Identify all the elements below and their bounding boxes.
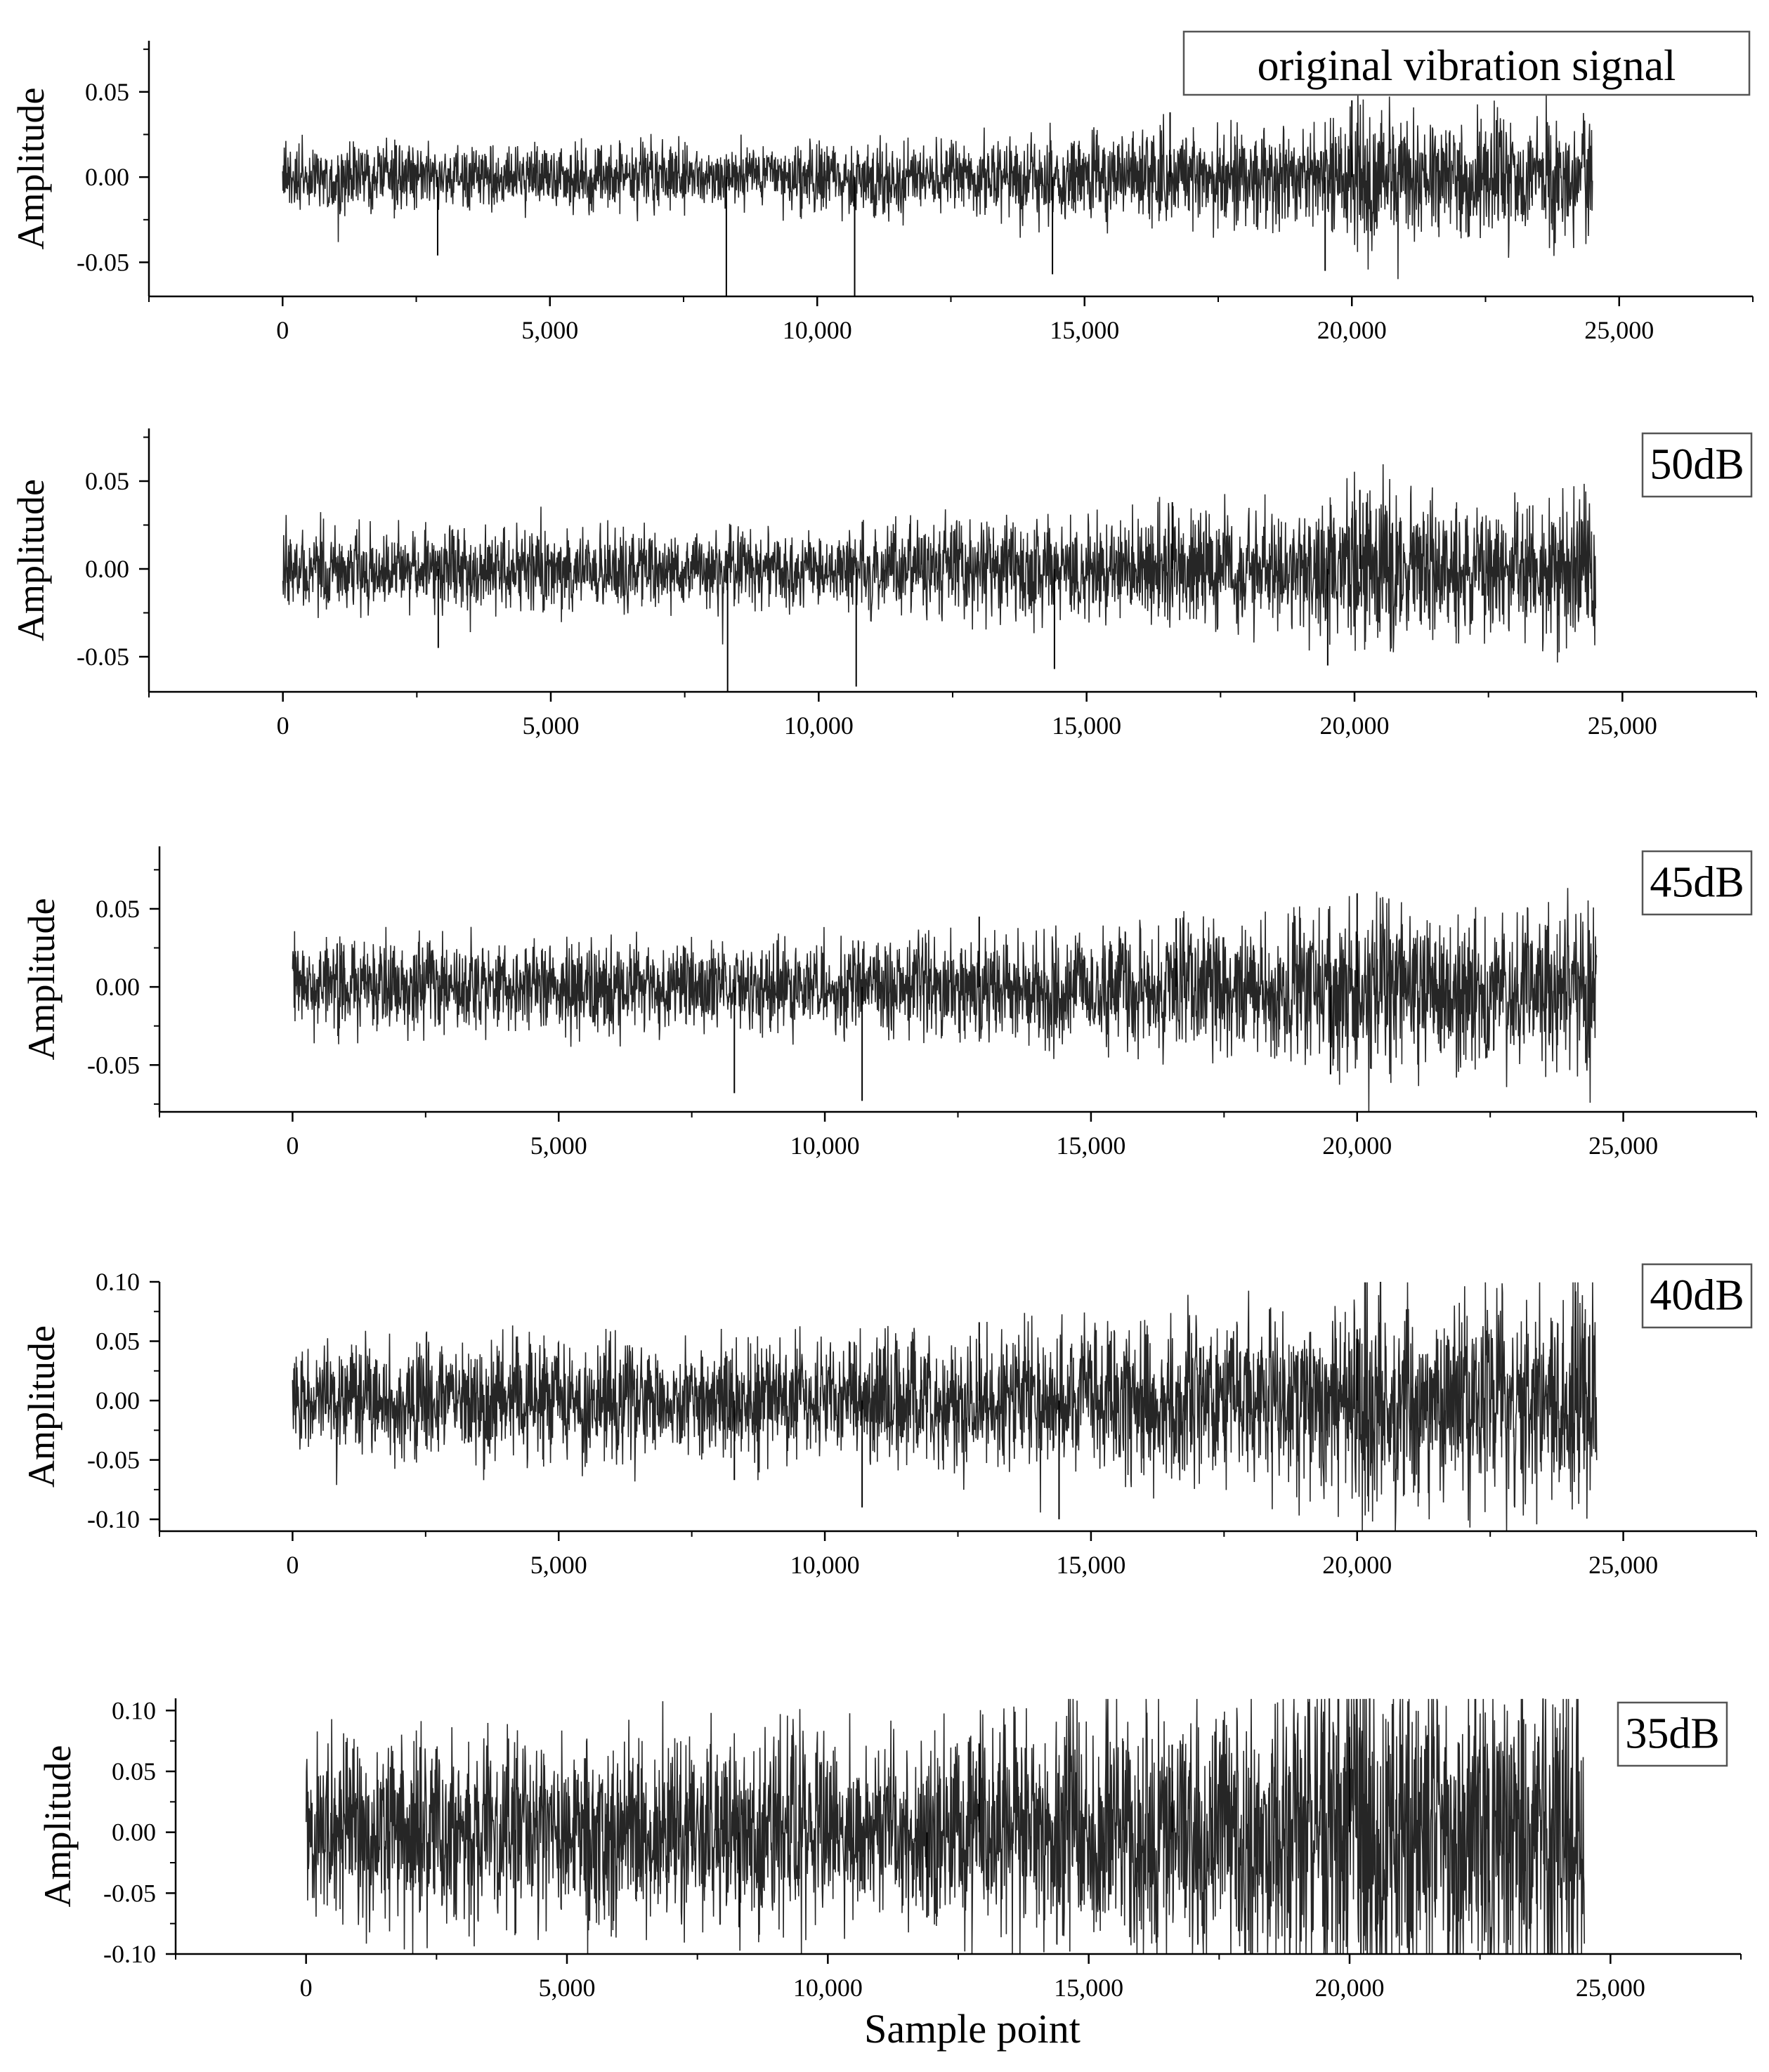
y-tick-label: 0.00 bbox=[85, 163, 129, 191]
x-tick-label: 25,000 bbox=[1584, 316, 1654, 344]
y-tick-label: 0.05 bbox=[96, 1327, 140, 1356]
x-tick-label: 10,000 bbox=[784, 712, 854, 740]
y-tick-label: -0.05 bbox=[103, 1879, 156, 1907]
signal-line bbox=[282, 88, 1593, 280]
x-tick-label: 10,000 bbox=[790, 1132, 860, 1160]
x-tick-label: 0 bbox=[276, 316, 289, 344]
badge-box bbox=[1641, 1263, 1753, 1329]
y-tick-label: -0.05 bbox=[87, 1051, 140, 1079]
badge-box bbox=[1182, 30, 1751, 96]
y-axis-label: Amplitude bbox=[37, 1745, 79, 1908]
x-tick-label: 20,000 bbox=[1322, 1551, 1392, 1579]
x-tick-label: 15,000 bbox=[1050, 316, 1119, 344]
x-tick-label: 5,000 bbox=[523, 712, 580, 740]
y-tick-label: 0.05 bbox=[112, 1757, 156, 1785]
badge-label: original vibration signal bbox=[1258, 42, 1676, 90]
badge-box bbox=[1617, 1701, 1728, 1767]
badge-label: 40dB bbox=[1650, 1272, 1744, 1320]
y-axis-label: Amplitude bbox=[10, 479, 52, 641]
x-tick-label: 0 bbox=[286, 1551, 299, 1579]
x-tick-label: 5,000 bbox=[521, 316, 578, 344]
panel-2: 0 5,000 10,000 15,000 20,000 25,000 -0.05 0.00 0… bbox=[10, 428, 1757, 740]
y-tick-label: -0.10 bbox=[103, 1940, 156, 1968]
x-tick-label: 20,000 bbox=[1317, 316, 1387, 344]
x-tick-label: 5,000 bbox=[530, 1132, 587, 1160]
x-tick-label: 25,000 bbox=[1588, 1551, 1658, 1579]
x-tick-label: 15,000 bbox=[1056, 1551, 1125, 1579]
signal-line bbox=[292, 888, 1598, 1111]
panel-4: 0 5,000 10,000 15,000 20,000 25,000 -0.10 -0.05… bbox=[20, 1263, 1757, 1579]
x-tick-label: 10,000 bbox=[793, 1974, 863, 2002]
x-tick-label: 5,000 bbox=[530, 1551, 587, 1579]
y-tick-label: -0.05 bbox=[77, 643, 129, 671]
panel-1: 0 5,000 10,000 15,000 20,000 25,000 -0.05 0.00 0… bbox=[10, 30, 1754, 344]
x-tick-label: 10,000 bbox=[783, 316, 852, 344]
y-tick-label: 0.00 bbox=[96, 1386, 140, 1415]
x-tick-label: 0 bbox=[286, 1132, 299, 1160]
x-tick-label: 20,000 bbox=[1322, 1132, 1392, 1160]
x-tick-label: 15,000 bbox=[1056, 1132, 1125, 1160]
badge-label: 35dB bbox=[1625, 1710, 1719, 1758]
y-tick-label: -0.10 bbox=[87, 1505, 140, 1533]
panel-5: 0 5,000 10,000 15,000 20,000 25,000 -0.10 -0.05… bbox=[37, 1696, 1742, 2052]
y-tick-label: 0.10 bbox=[112, 1696, 156, 1724]
x-tick-label: 25,000 bbox=[1588, 712, 1657, 740]
signal-line bbox=[305, 1698, 1585, 1955]
x-tick-label: 15,000 bbox=[1054, 1974, 1123, 2002]
x-axis-label: Sample point bbox=[864, 2006, 1081, 2052]
x-tick-label: 25,000 bbox=[1576, 1974, 1645, 2002]
signal-line bbox=[292, 1282, 1598, 1531]
x-tick-label: 20,000 bbox=[1320, 712, 1390, 740]
y-axis-label: Amplitude bbox=[20, 898, 63, 1061]
y-axis-label: Amplitude bbox=[20, 1325, 63, 1488]
y-tick-label: -0.05 bbox=[77, 248, 129, 276]
badge-box bbox=[1641, 432, 1753, 498]
panels: 0 5,000 10,000 15,000 20,000 25,000-0.050.000… bbox=[10, 30, 1757, 2052]
x-tick-label: 0 bbox=[300, 1974, 313, 2002]
y-tick-label: 0.00 bbox=[112, 1818, 156, 1847]
x-tick-label: 25,000 bbox=[1588, 1132, 1658, 1160]
y-tick-label: 0.05 bbox=[85, 467, 129, 495]
y-axis-label: Amplitude bbox=[10, 88, 52, 250]
badge-label: 50dB bbox=[1650, 441, 1744, 489]
badge-box bbox=[1641, 850, 1753, 916]
y-tick-label: 0.00 bbox=[85, 555, 129, 583]
panel-3: 0 5,000 10,000 15,000 20,000 25,000 -0.05 0.00 0… bbox=[20, 846, 1757, 1160]
x-tick-label: 5,000 bbox=[539, 1974, 596, 2002]
y-tick-label: 0.05 bbox=[85, 78, 129, 106]
y-tick-label: 0.00 bbox=[96, 973, 140, 1001]
signal-line bbox=[282, 464, 1596, 663]
x-tick-label: 0 bbox=[277, 712, 289, 740]
x-tick-label: 20,000 bbox=[1315, 1974, 1385, 2002]
badge-label: 45dB bbox=[1650, 859, 1744, 907]
x-tick-label: 15,000 bbox=[1052, 712, 1121, 740]
y-tick-label: 0.05 bbox=[96, 895, 140, 923]
x-tick-label: 10,000 bbox=[790, 1551, 860, 1579]
y-tick-label: 0.10 bbox=[96, 1268, 140, 1296]
y-tick-label: -0.05 bbox=[87, 1446, 140, 1474]
